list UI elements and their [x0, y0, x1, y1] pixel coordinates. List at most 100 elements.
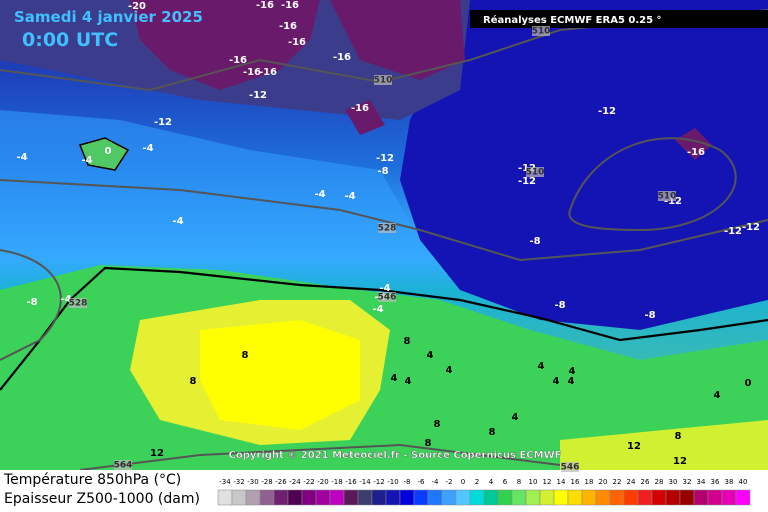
scale-tick-label: -30: [247, 478, 258, 486]
scale-tick-label: 38: [725, 478, 734, 486]
scale-tick-label: 0: [461, 478, 465, 486]
temperature-label-value: -16: [333, 52, 351, 63]
contour-label-box: [378, 292, 396, 302]
scale-tick-label: -6: [418, 478, 426, 486]
temperature-label-value: -4: [60, 294, 71, 305]
temperature-label-value: -16: [256, 0, 274, 11]
scale-cell: [497, 489, 513, 506]
temperature-label-value: -8: [644, 310, 655, 321]
scale-cell: [273, 489, 289, 506]
temperature-label-value: 4: [405, 376, 412, 387]
scale-cell: [385, 489, 401, 506]
scale-tick-label: 10: [529, 478, 538, 486]
scale-cell: [651, 489, 667, 506]
contour-label-box: [69, 298, 87, 308]
scale-cell: [287, 489, 303, 506]
contour-label-box: [532, 26, 550, 36]
scale-tick-label: 4: [489, 478, 494, 486]
scale-cell: [483, 489, 499, 506]
scale-cell: [441, 489, 457, 506]
scale-tick-label: -8: [404, 478, 411, 486]
temperature-label-value: 8: [190, 376, 197, 387]
contour-label: 546: [378, 293, 397, 303]
temperature-label-value: 8: [434, 419, 441, 430]
temperature-label-value: 4: [512, 412, 519, 423]
scale-tick-label: -4: [432, 478, 440, 486]
temperature-label-value: -8: [377, 166, 388, 177]
temperature-label-value: -8: [554, 300, 565, 311]
scale-cell: [469, 489, 485, 506]
temperature-label-value: -20: [128, 1, 146, 12]
scale-cell: [735, 489, 751, 506]
temperature-label-value: -12: [154, 117, 172, 128]
temperature-label-value: 4: [538, 361, 545, 372]
temperature-label-value: 4: [569, 366, 576, 377]
scale-cell: [595, 489, 611, 506]
temperature-label-value: -16: [243, 67, 261, 78]
temperature-label-value: -12: [376, 153, 394, 164]
temperature-label-value: -16: [281, 0, 299, 11]
temperature-label-value: 8: [425, 438, 432, 449]
scale-cell: [259, 489, 275, 506]
temperature-label-value: 12: [150, 448, 164, 459]
temperature-label-value: -16: [229, 55, 247, 66]
scale-tick-label: 18: [585, 478, 594, 486]
scale-cell: [245, 489, 261, 506]
temperature-label-value: 4: [553, 376, 560, 387]
scale-tick-label: -18: [331, 478, 342, 486]
scale-cell: [427, 489, 443, 506]
scale-tick-label: 6: [503, 478, 508, 486]
contour-label: 510: [532, 27, 551, 37]
scale-tick-label: 16: [571, 478, 580, 486]
temperature-label-value: 12: [627, 441, 641, 452]
temperature-label-value: -12: [742, 222, 760, 233]
scale-tick-label: -10: [387, 478, 398, 486]
contour-label-box: [374, 75, 392, 85]
scale-cell: [511, 489, 527, 506]
scale-cell: [231, 489, 247, 506]
scale-tick-label: 22: [613, 478, 622, 486]
temperature-label-value: -8: [26, 297, 37, 308]
temperature-label-value: 8: [675, 431, 682, 442]
scale-tick-label: -22: [303, 478, 314, 486]
map-time: 0:00 UTC: [22, 29, 118, 51]
map-labels: -20 -16 -16-16-16-16-16-16-12-16-16-12-4 -4…: [16, 0, 760, 473]
contour-label: 546: [561, 463, 580, 473]
temperature-label-value: 4: [427, 350, 434, 361]
scale-cell: [525, 489, 541, 506]
temperature-label-value: -4: [81, 155, 92, 166]
scale-cell: [315, 489, 331, 506]
scale-cell: [581, 489, 597, 506]
temperature-label-value: -8: [529, 236, 540, 247]
temperature-label-value: 4: [714, 390, 721, 401]
scale-tick-label: -32: [233, 478, 244, 486]
scale-tick-label: 30: [669, 478, 678, 486]
contour-label: 528: [378, 224, 397, 234]
temperature-label-value: -12: [664, 196, 682, 207]
temperature-label-value: -16: [687, 147, 705, 158]
scale-cell: [707, 489, 723, 506]
scale-tick-label: 36: [711, 478, 720, 486]
temperature-label-value: -4: [172, 216, 183, 227]
contour-label-box: [526, 167, 544, 177]
source-label: Réanalyses ECMWF ERA5 0.25 °: [483, 14, 662, 26]
scale-cell: [357, 489, 373, 506]
temperature-label-value: -12: [598, 106, 616, 117]
scale-tick-label: 26: [641, 478, 650, 486]
scale-tick-label: 8: [517, 478, 521, 486]
temperature-label-value: -4: [142, 143, 153, 154]
copyright: Copyright © 2021 Meteociel.fr - Source C…: [229, 450, 562, 461]
temperature-label-value: 4: [446, 365, 453, 376]
scale-tick-label: -24: [289, 478, 301, 486]
scale-cell: [329, 489, 345, 506]
scale-tick-label: 28: [655, 478, 664, 486]
temperature-label-value: 4: [568, 376, 575, 387]
temperature-label-value: -12: [724, 226, 742, 237]
temperature-label-value: -16: [351, 103, 369, 114]
temperature-label-value: 0: [745, 378, 752, 389]
scale-tick-label: -34: [219, 478, 231, 486]
scale-tick-label: -12: [373, 478, 384, 486]
scale-tick-label: 12: [543, 478, 552, 486]
scale-tick-label: -2: [446, 478, 453, 486]
temperature-label-value: -16: [259, 67, 277, 78]
